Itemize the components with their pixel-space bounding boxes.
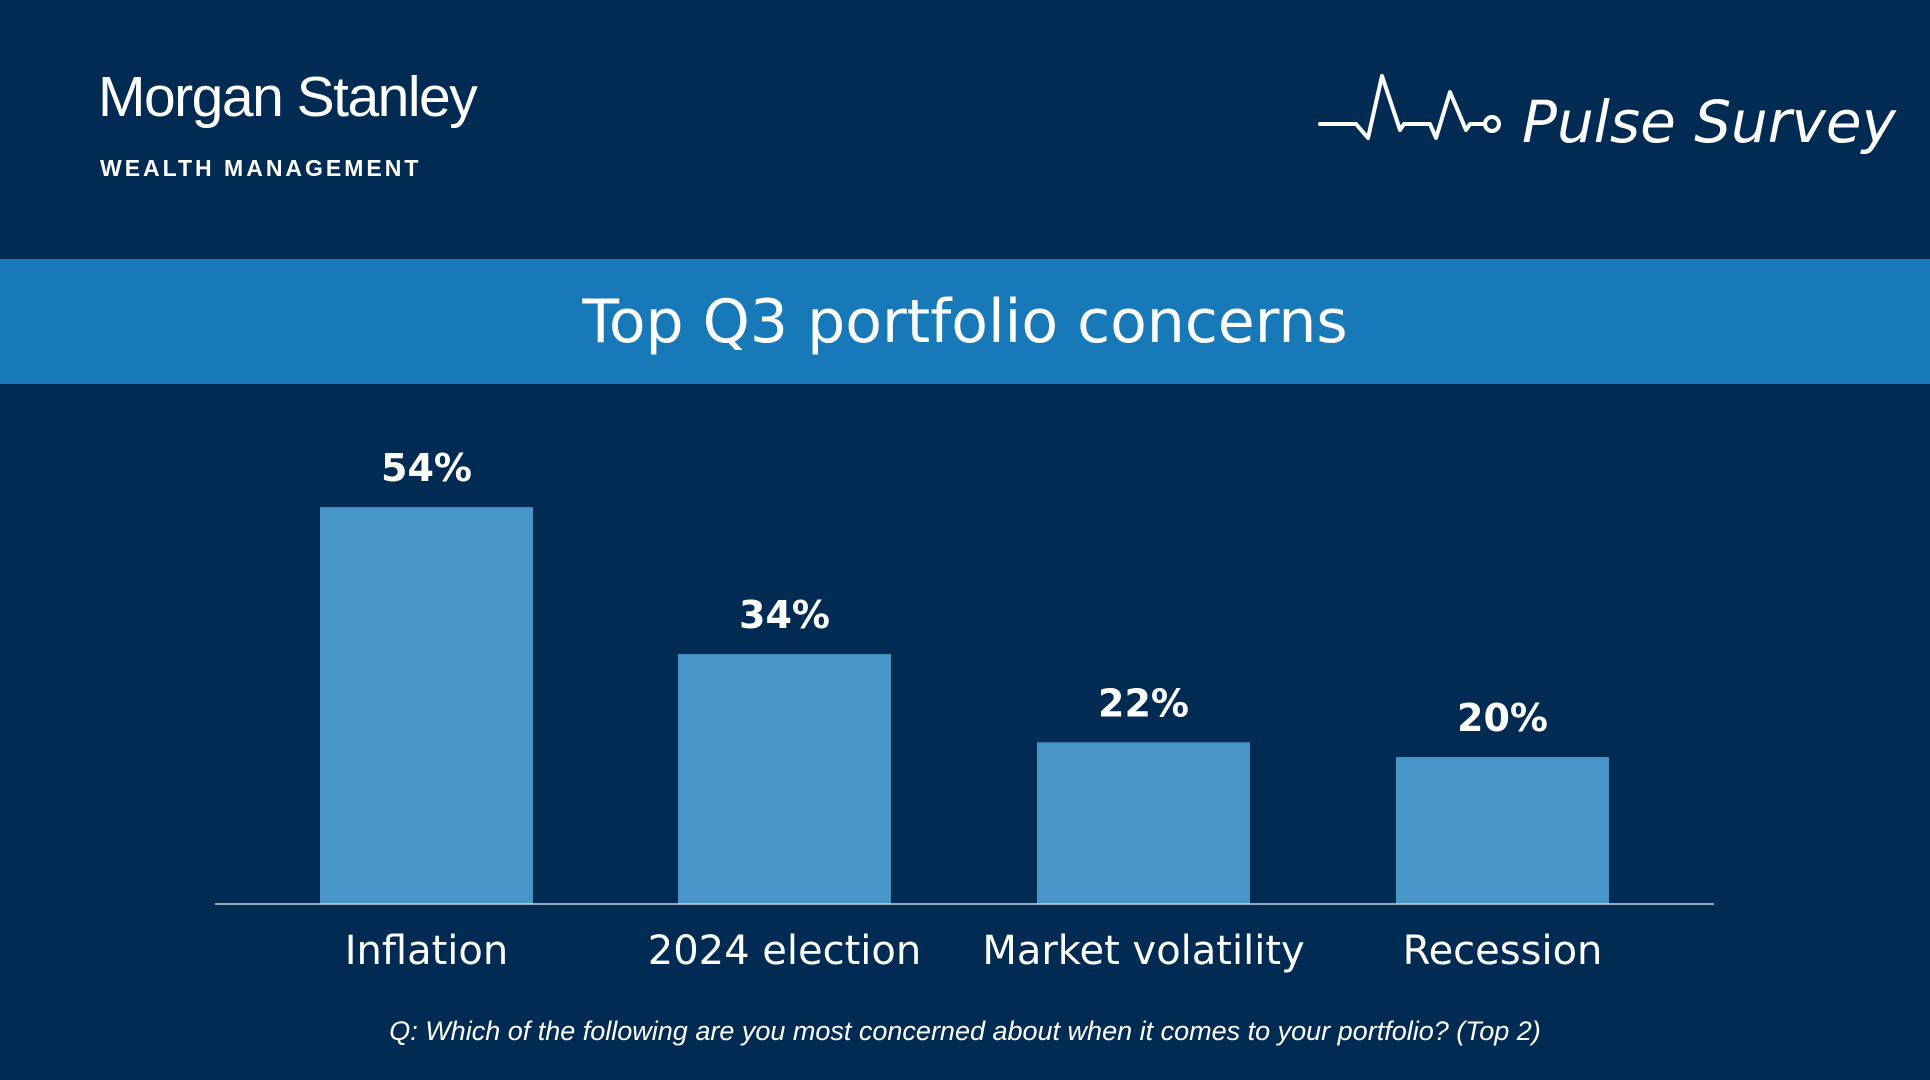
title-banner: Top Q3 portfolio concerns xyxy=(0,259,1930,384)
data-label: 20% xyxy=(1457,696,1548,740)
survey-question: Q: Which of the following are you most c… xyxy=(389,1016,1541,1046)
brand-subtitle: WEALTH MANAGEMENT xyxy=(100,155,422,181)
category-label: 2024 election xyxy=(648,928,921,974)
chart-title: Top Q3 portfolio concerns xyxy=(582,286,1348,357)
category-label: Recession xyxy=(1403,928,1603,974)
data-label: 22% xyxy=(1098,681,1189,725)
brand-logo: Morgan Stanley xyxy=(98,65,478,129)
bar xyxy=(678,654,891,904)
survey-title: Pulse Survey xyxy=(1522,88,1896,156)
bar xyxy=(1037,742,1250,904)
category-label: Inflation xyxy=(345,928,508,974)
bar xyxy=(1396,757,1609,904)
data-label: 54% xyxy=(381,446,472,490)
data-label: 34% xyxy=(739,593,830,637)
heartbeat-pulse-icon xyxy=(1318,74,1501,140)
bar-chart: 54% Inflation 34% 2024 election 22% Market vo… xyxy=(215,446,1714,974)
bar xyxy=(320,507,533,904)
category-label: Market volatility xyxy=(982,928,1304,974)
